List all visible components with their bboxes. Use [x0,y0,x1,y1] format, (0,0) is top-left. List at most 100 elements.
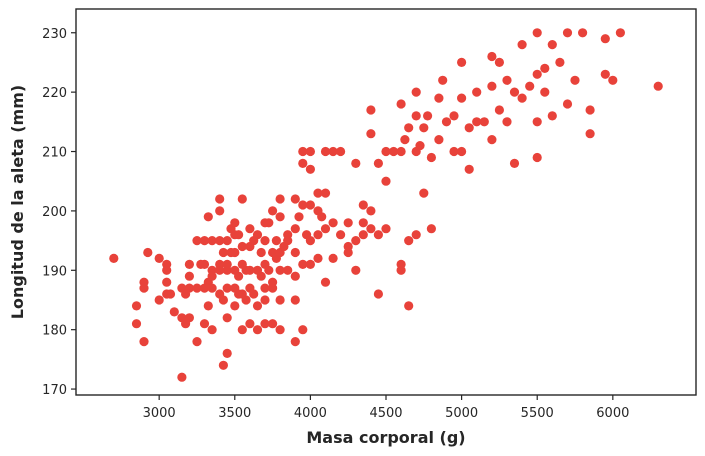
data-point [423,111,433,121]
data-point [290,194,300,204]
data-point [252,301,263,311]
data-point [449,146,459,157]
data-point [396,265,406,275]
data-point [268,206,278,216]
x-tick-label: 4500 [369,406,402,421]
data-point [600,34,610,44]
data-point [230,247,240,258]
data-point [336,146,346,157]
data-points [109,28,663,382]
data-point [237,325,247,335]
data-point [472,87,482,97]
data-point [585,105,595,115]
data-point [464,164,474,174]
data-point [268,319,278,329]
data-point [298,200,308,210]
data-point [245,265,255,275]
x-tick-label: 6000 [596,406,629,421]
data-point [241,295,251,305]
data-point [234,271,244,281]
data-point [381,224,391,234]
data-point [358,200,368,210]
data-point [343,247,353,258]
data-point [305,236,315,246]
data-point [415,141,425,151]
data-point [283,230,293,240]
data-point [426,152,436,163]
data-point [215,206,225,216]
data-point [177,372,187,382]
data-point [260,236,270,246]
data-point [578,28,588,38]
data-point [494,105,504,115]
data-point [215,194,225,204]
data-point [373,289,383,299]
data-point [169,307,179,317]
data-point [366,105,376,115]
data-point [290,224,300,234]
data-point [215,236,225,246]
x-tick-label: 5500 [521,406,554,421]
data-point [366,206,376,216]
y-tick-label: 180 [42,324,67,339]
data-point [615,28,626,38]
data-point [298,325,308,335]
data-point [404,123,414,133]
y-tick-label: 190 [42,264,67,279]
data-point [404,236,414,246]
y-tick-label: 210 [42,146,67,161]
data-point [540,87,550,97]
data-point [275,295,285,305]
data-point [457,93,467,103]
data-point [294,212,304,222]
data-point [366,129,376,139]
data-point [426,224,436,234]
data-point [260,283,270,293]
data-point [472,117,482,127]
data-point [305,146,315,157]
data-point [509,158,520,168]
data-point [351,236,361,246]
data-point [154,253,164,263]
data-point [411,230,421,240]
y-axis-ticks: 170 180 190 200 210 220 230 [42,27,76,398]
data-point [419,188,429,198]
data-point [162,265,172,275]
y-tick-label: 200 [42,205,67,220]
data-point [562,99,573,109]
data-point [222,313,232,323]
data-point [165,289,176,299]
data-point [199,236,210,246]
data-point [396,99,406,109]
data-point [192,236,202,246]
data-point [218,360,228,370]
y-tick-label: 220 [42,86,67,101]
data-point [131,319,142,329]
data-point [502,117,512,127]
data-point [487,135,497,145]
data-point [234,230,244,240]
data-point [222,348,232,358]
data-point [547,111,557,121]
data-point [162,277,172,287]
data-point [222,236,232,246]
data-point [525,81,535,91]
data-point [320,277,331,287]
data-point [540,63,550,73]
data-point [305,200,315,210]
data-point [381,146,391,157]
data-point [562,28,573,38]
data-point [245,224,255,234]
data-point [502,75,512,85]
data-point [411,87,421,97]
data-point [260,319,270,329]
data-point [351,158,361,168]
data-point [207,236,217,246]
data-point [256,247,266,258]
data-point [207,325,217,335]
data-point [585,129,595,139]
data-point [570,75,580,85]
data-point [192,337,202,347]
data-point [143,247,153,258]
data-point [184,259,194,269]
